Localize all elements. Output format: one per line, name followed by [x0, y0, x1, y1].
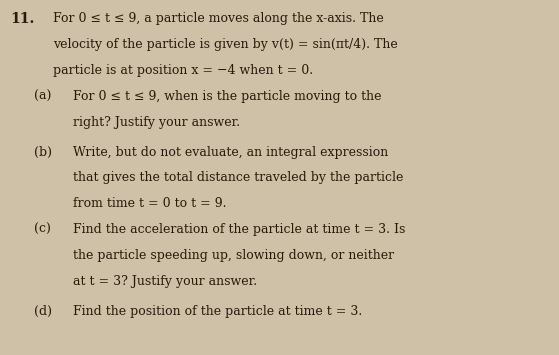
Text: Write, but do not evaluate, an integral expression: Write, but do not evaluate, an integral …: [73, 146, 388, 159]
Text: particle is at position x = −4 when t = 0.: particle is at position x = −4 when t = …: [53, 64, 313, 77]
Text: (b): (b): [34, 146, 51, 159]
Text: For 0 ≤ t ≤ 9, when is the particle moving to the: For 0 ≤ t ≤ 9, when is the particle movi…: [73, 90, 381, 103]
Text: 11.: 11.: [10, 12, 35, 26]
Text: For 0 ≤ t ≤ 9, a particle moves along the x-axis. The: For 0 ≤ t ≤ 9, a particle moves along th…: [53, 12, 384, 26]
Text: velocity of the particle is given by v(t) = sin(πt/4). The: velocity of the particle is given by v(t…: [53, 38, 398, 51]
Text: the particle speeding up, slowing down, or neither: the particle speeding up, slowing down, …: [73, 249, 394, 262]
Text: (c): (c): [34, 223, 50, 236]
Text: right? Justify your answer.: right? Justify your answer.: [73, 116, 240, 129]
Text: from time t = 0 to t = 9.: from time t = 0 to t = 9.: [73, 197, 226, 211]
Text: Find the acceleration of the particle at time t = 3. Is: Find the acceleration of the particle at…: [73, 223, 405, 236]
Text: that gives the total distance traveled by the particle: that gives the total distance traveled b…: [73, 171, 403, 185]
Text: Find the position of the particle at time t = 3.: Find the position of the particle at tim…: [73, 305, 362, 318]
Text: at t = 3? Justify your answer.: at t = 3? Justify your answer.: [73, 275, 257, 288]
Text: (d): (d): [34, 305, 51, 318]
Text: (a): (a): [34, 90, 51, 103]
